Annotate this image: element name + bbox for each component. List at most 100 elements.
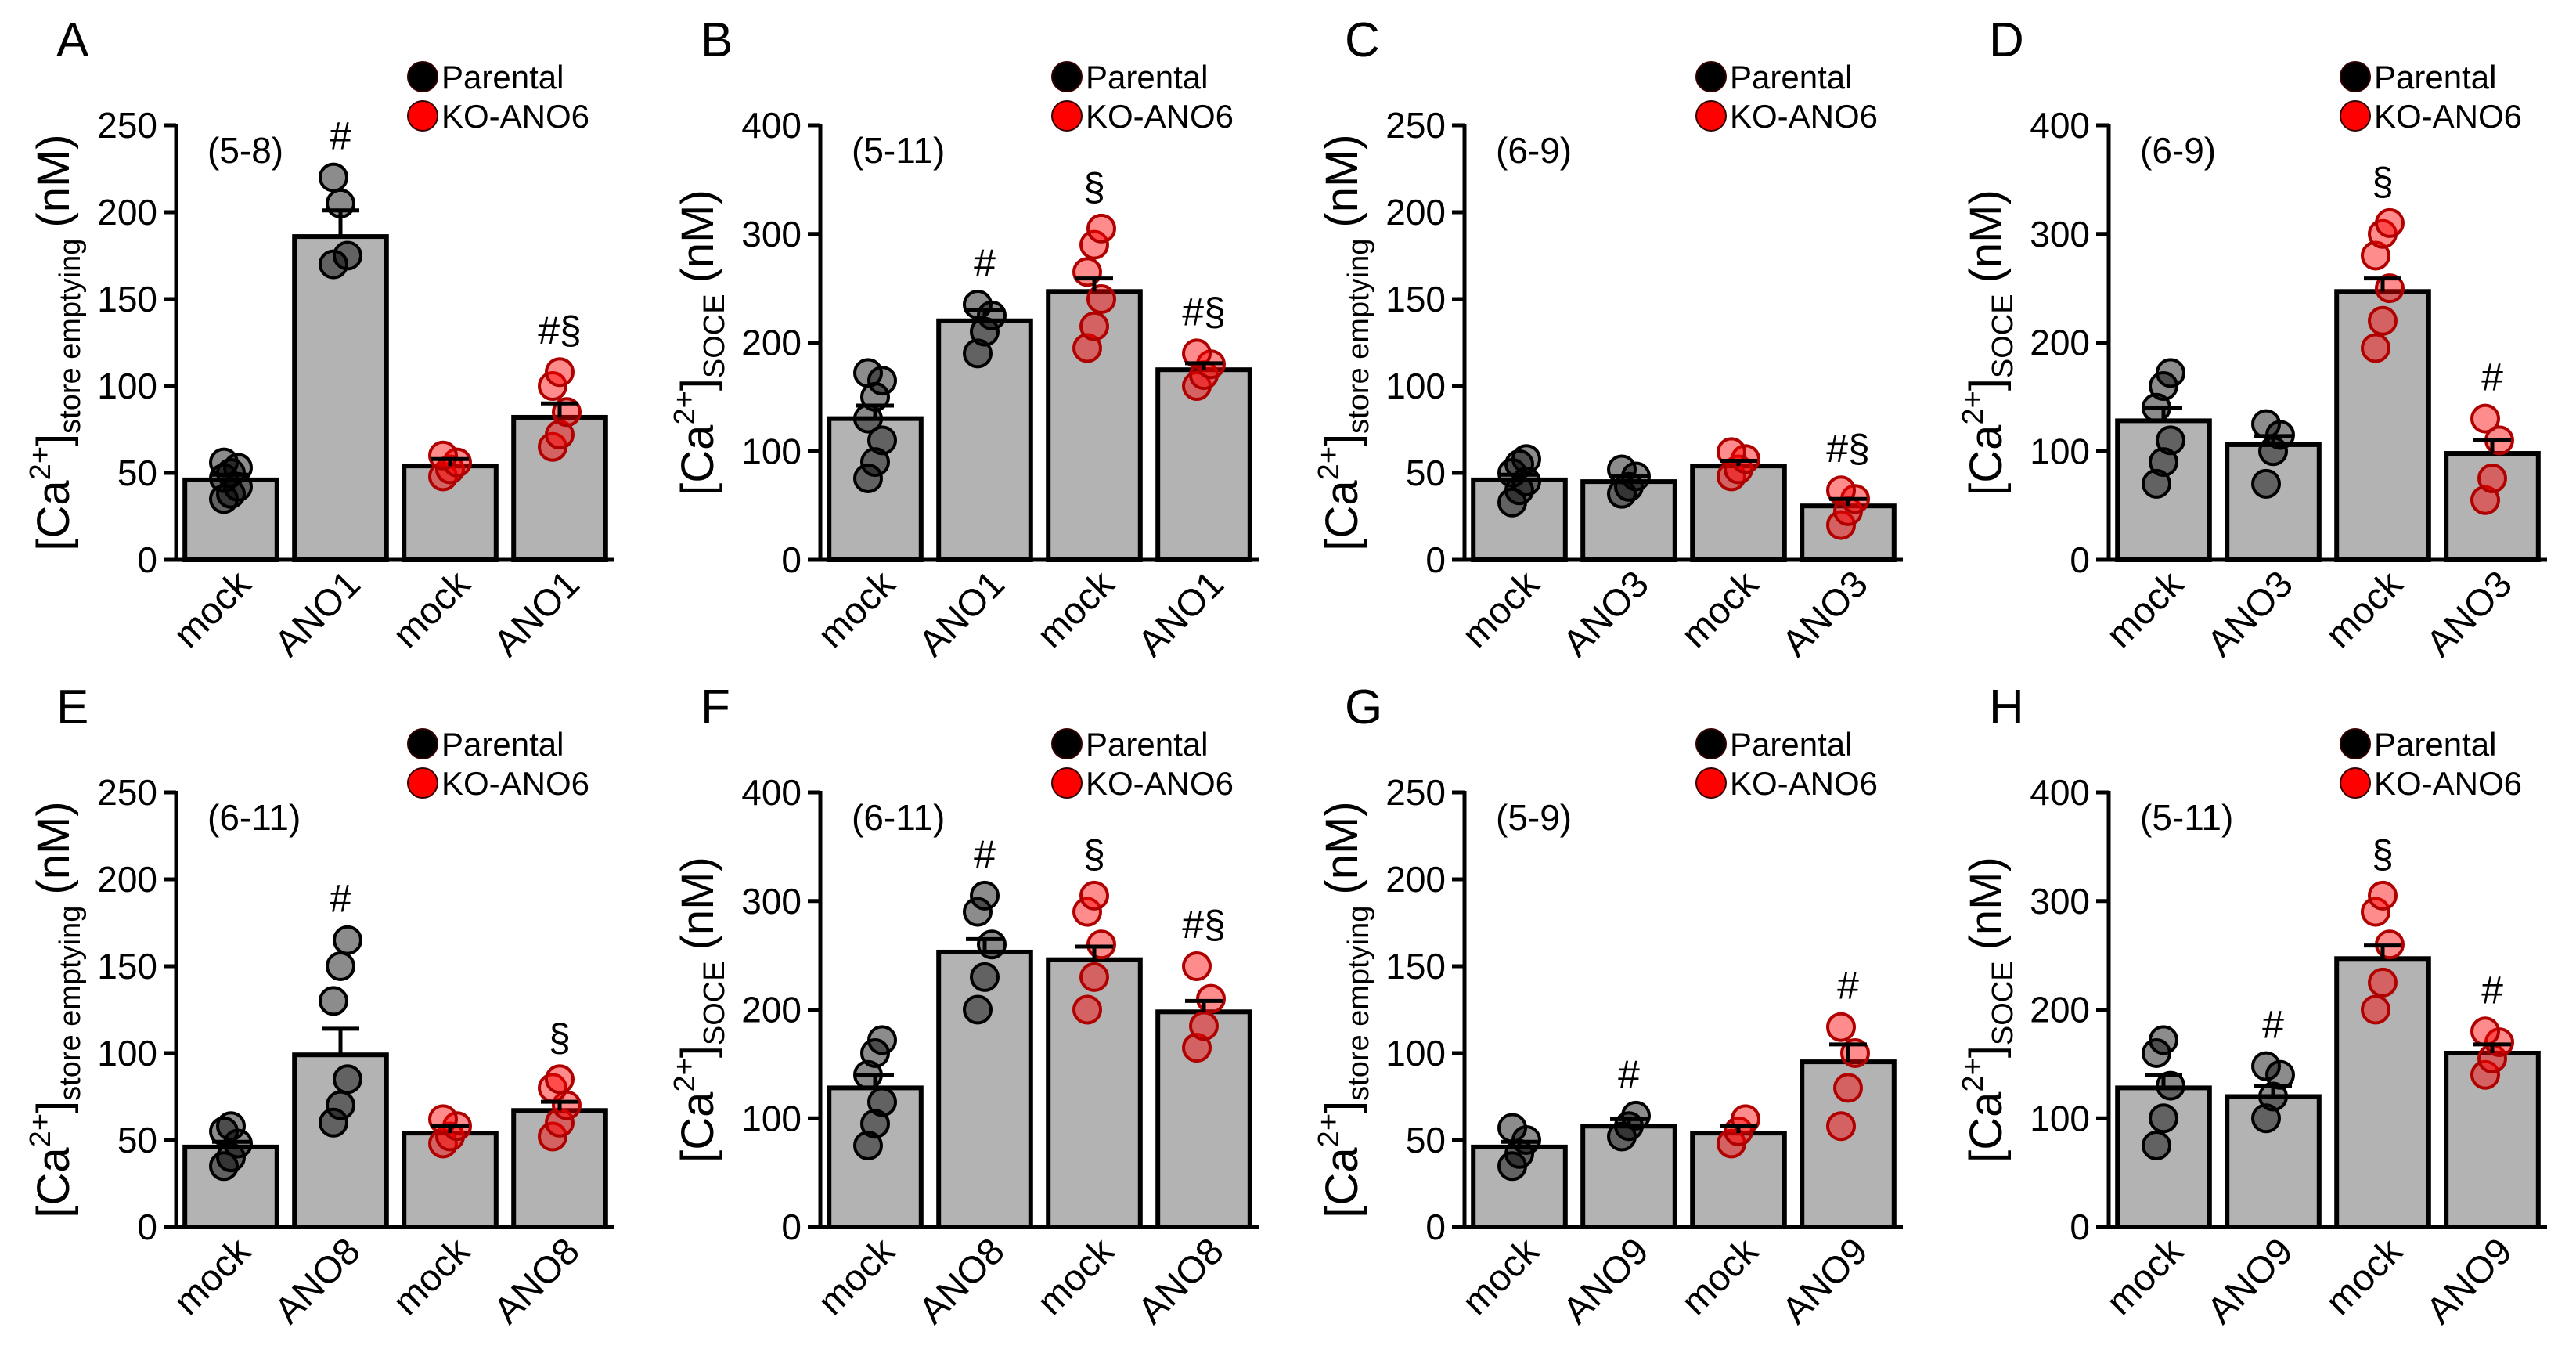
legend-marker <box>2340 767 2371 799</box>
y-label-unit: (nM) <box>1317 801 1367 894</box>
y-tick-label: 0 <box>781 1207 802 1247</box>
data-point <box>428 1104 458 1135</box>
y-label-sub: SOCE <box>1987 294 2019 378</box>
y-tick-label: 100 <box>741 431 802 471</box>
y-label-close: ] <box>28 1101 79 1113</box>
y-tick-label: 50 <box>1406 1120 1446 1160</box>
y-label-sub: store emptying <box>1342 239 1375 434</box>
x-tick-label: ANO1 <box>486 563 588 665</box>
data-point <box>2361 240 2390 271</box>
y-label-sub: SOCE <box>698 961 731 1045</box>
legend-marker <box>1695 100 1727 132</box>
x-tick-label: ANO1 <box>267 563 369 665</box>
data-point <box>867 1025 897 1055</box>
data-point <box>2368 967 2398 998</box>
significance-mark: § <box>1083 165 1105 209</box>
x-tick-label: mock <box>2318 563 2411 656</box>
bar <box>2115 418 2212 563</box>
x-tick-label: mock <box>810 1230 903 1323</box>
y-tick-label: 150 <box>97 279 157 319</box>
y-label-sup: 2+ <box>24 446 57 480</box>
legend-marker <box>2340 100 2371 132</box>
data-point <box>2477 463 2507 493</box>
y-label-sub: store emptying <box>54 239 87 434</box>
data-point <box>867 425 897 456</box>
data-point <box>319 986 348 1016</box>
y-axis-label: [Ca2+]store emptying (nM) <box>1313 134 1375 550</box>
significance-mark: # <box>330 114 351 158</box>
data-point <box>2149 1025 2178 1055</box>
y-tick-label: 0 <box>781 539 802 580</box>
y-tick-label: 100 <box>741 1098 802 1138</box>
y-tick-label: 0 <box>137 539 157 580</box>
y-label-base: [Ca <box>672 424 723 496</box>
data-point <box>1717 437 1746 467</box>
y-tick-label: 200 <box>741 990 802 1030</box>
significance-mark: # <box>2481 968 2503 1012</box>
y-tick-label: 200 <box>97 192 157 233</box>
data-point <box>2251 1051 2281 1081</box>
y-label-unit: (nM) <box>28 134 79 227</box>
y-tick-label: 0 <box>1425 539 1446 580</box>
legend-marker <box>407 767 438 799</box>
x-tick-label: mock <box>810 563 903 656</box>
y-tick-label: 250 <box>1385 772 1446 813</box>
n-label: (5-11) <box>2140 797 2233 838</box>
significance-mark: #§ <box>1182 903 1226 947</box>
data-point <box>977 929 1007 960</box>
legend-label: Parental <box>441 59 564 96</box>
n-label: (5-9) <box>1496 797 1572 838</box>
y-label-close: ] <box>672 1045 723 1058</box>
y-tick-label: 100 <box>1385 1033 1446 1073</box>
x-tick-label: ANO3 <box>2200 563 2301 665</box>
data-point <box>2470 403 2500 434</box>
y-tick-label: 200 <box>1385 859 1446 900</box>
significance-mark: # <box>330 877 351 921</box>
data-point <box>216 1111 246 1142</box>
y-label-base: [Ca <box>28 480 79 551</box>
y-axis-label: [Ca2+]SOCE (nM) <box>668 189 731 496</box>
data-point <box>2251 468 2281 499</box>
x-tick-label: ANO3 <box>1774 563 1876 665</box>
y-label-unit: (nM) <box>672 857 723 950</box>
legend-label: Parental <box>1086 726 1208 763</box>
y-tick-label: 100 <box>1385 366 1446 406</box>
data-point <box>970 880 1000 911</box>
data-point <box>1826 1111 1856 1142</box>
y-label-base: [Ca <box>1317 1147 1367 1218</box>
data-point <box>1511 444 1541 474</box>
data-point <box>2149 1103 2178 1134</box>
data-point <box>319 1107 348 1138</box>
significance-mark: § <box>549 1016 571 1059</box>
data-point <box>538 371 567 401</box>
y-label-sub: SOCE <box>698 294 731 378</box>
bar <box>1155 367 1252 562</box>
legend-marker <box>407 728 438 759</box>
panel-label: A <box>56 13 89 67</box>
x-tick-label: ANO9 <box>2200 1230 2301 1332</box>
y-axis-label: [Ca2+]SOCE (nM) <box>668 857 731 1163</box>
bar <box>936 318 1033 562</box>
y-tick-label: 100 <box>97 1033 157 1073</box>
significance-mark: # <box>2481 355 2503 399</box>
data-point <box>853 463 883 493</box>
y-tick-label: 200 <box>97 859 157 900</box>
n-label: (6-9) <box>2140 130 2216 171</box>
data-point <box>1086 284 1116 314</box>
y-tick-label: 0 <box>1425 1207 1446 1247</box>
y-label-sup: 2+ <box>24 1113 57 1147</box>
y-label-base: [Ca <box>672 1091 723 1163</box>
data-point <box>1079 880 1109 911</box>
data-point <box>2375 207 2405 238</box>
y-label-close: ] <box>1961 378 2012 391</box>
x-tick-label: mock <box>2318 1230 2411 1323</box>
y-axis-label: [Ca2+]SOCE (nM) <box>1957 189 2019 496</box>
data-point <box>545 357 575 388</box>
data-point <box>1497 1113 1527 1143</box>
y-tick-label: 300 <box>741 214 802 254</box>
bar <box>1800 1059 1897 1229</box>
y-tick-label: 250 <box>97 105 157 146</box>
y-label-close: ] <box>28 434 79 446</box>
data-point <box>1079 962 1109 992</box>
x-tick-label: ANO8 <box>267 1230 369 1332</box>
